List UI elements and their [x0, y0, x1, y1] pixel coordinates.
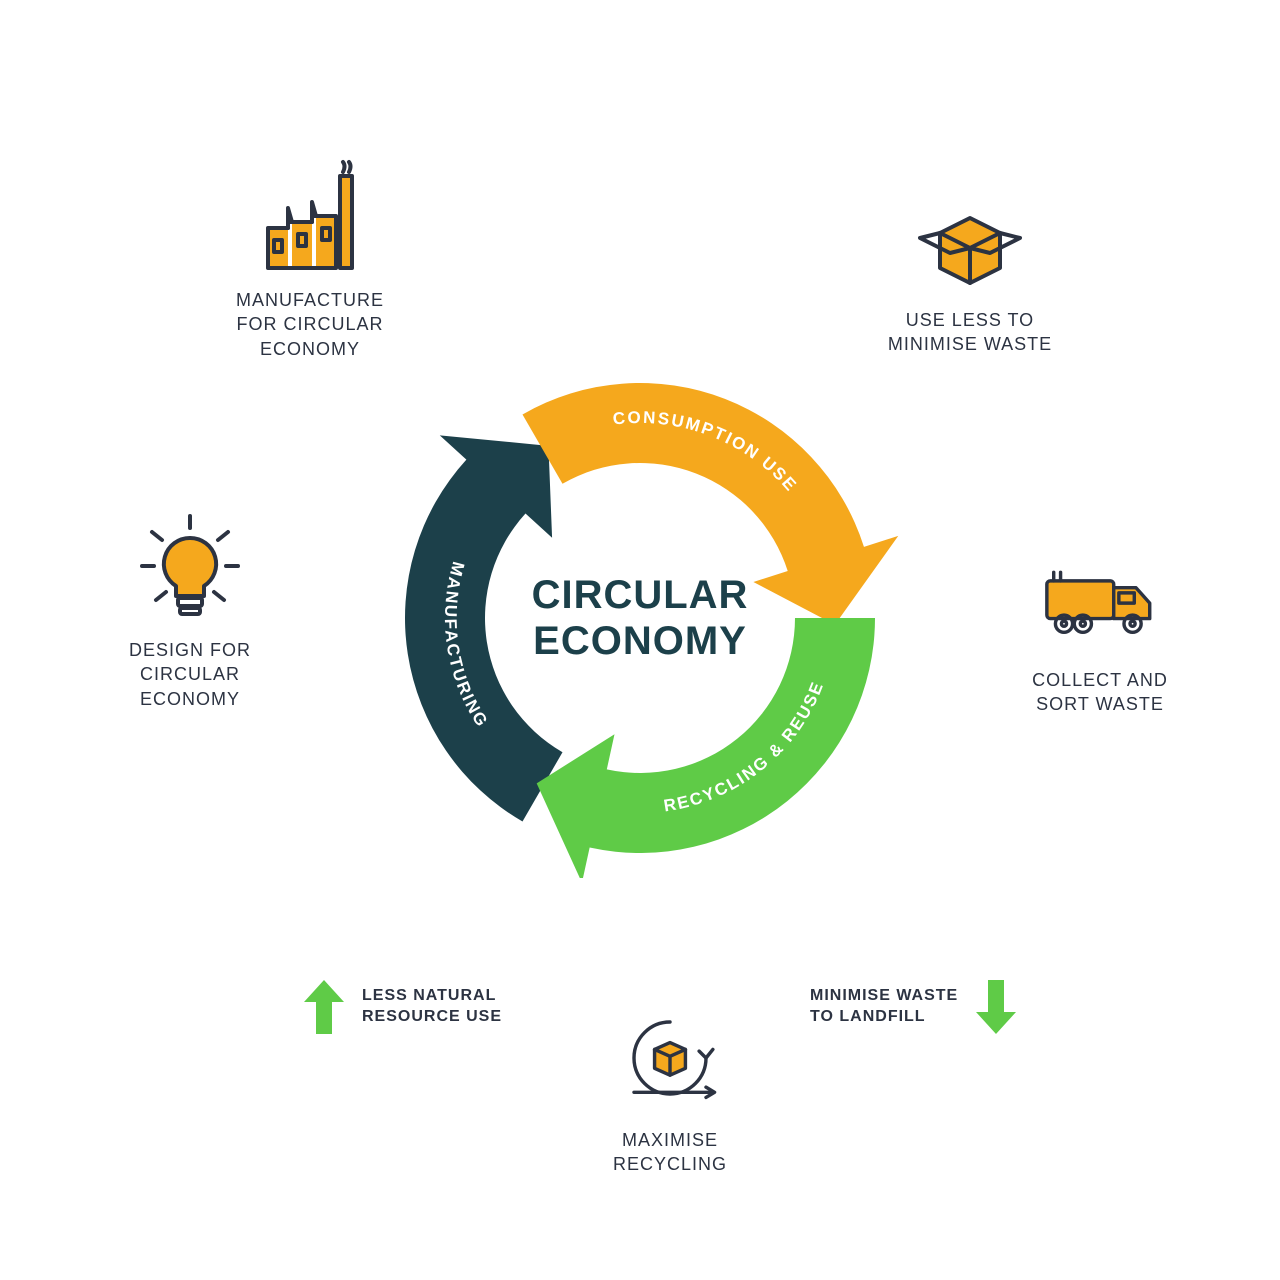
node-maximise-label: MAXIMISE RECYCLING [613, 1128, 727, 1177]
diagram-stage: MANUFACTURINGCONSUMPTION USERECYCLING & … [90, 68, 1190, 1168]
lightbulb-icon [130, 508, 250, 628]
node-collect-label: COLLECT AND SORT WASTE [1032, 668, 1168, 717]
recycle-box-icon [610, 998, 730, 1118]
node-manufacture: MANUFACTURE FOR CIRCULAR ECONOMY [220, 158, 400, 361]
footer-min-landfill-label: MINIMISE WASTE TO LANDFILL [810, 986, 958, 1028]
node-use-less-label: USE LESS TO MINIMISE WASTE [888, 308, 1052, 357]
node-design-label: DESIGN FOR CIRCULAR ECONOMY [129, 638, 251, 711]
footer-min-landfill: MINIMISE WASTE TO LANDFILL [810, 978, 1020, 1036]
factory-icon [250, 158, 370, 278]
node-maximise: MAXIMISE RECYCLING [580, 998, 760, 1177]
cycle-ring: MANUFACTURINGCONSUMPTION USERECYCLING & … [380, 358, 900, 878]
node-collect: COLLECT AND SORT WASTE [1010, 538, 1190, 717]
truck-icon [1040, 538, 1160, 658]
footer-less-resource-label: LESS NATURAL RESOURCE USE [362, 986, 502, 1028]
arrow-down-icon [972, 978, 1020, 1036]
center-title: CIRCULAR ECONOMY [532, 572, 749, 664]
node-design: DESIGN FOR CIRCULAR ECONOMY [100, 508, 280, 711]
node-use-less: USE LESS TO MINIMISE WASTE [880, 178, 1060, 357]
arrow-up-icon [300, 978, 348, 1036]
node-manufacture-label: MANUFACTURE FOR CIRCULAR ECONOMY [236, 288, 384, 361]
footer-less-resource: LESS NATURAL RESOURCE USE [300, 978, 502, 1036]
box-icon [910, 178, 1030, 298]
